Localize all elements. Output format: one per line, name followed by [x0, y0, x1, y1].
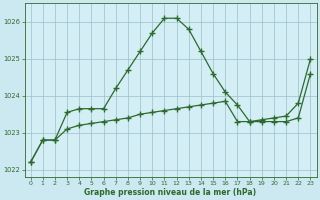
X-axis label: Graphe pression niveau de la mer (hPa): Graphe pression niveau de la mer (hPa) [84, 188, 257, 197]
